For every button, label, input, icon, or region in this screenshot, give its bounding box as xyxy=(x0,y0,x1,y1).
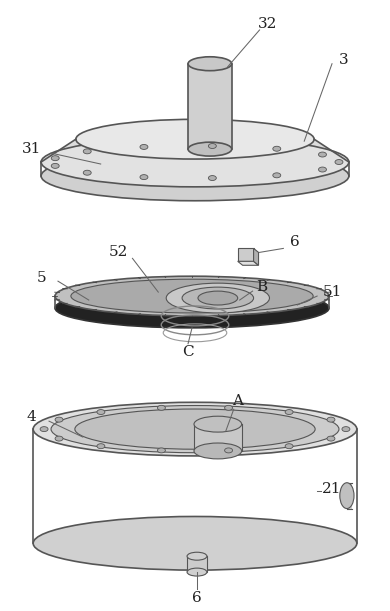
Ellipse shape xyxy=(83,170,91,175)
Polygon shape xyxy=(194,424,242,451)
Ellipse shape xyxy=(285,444,293,448)
Ellipse shape xyxy=(285,409,293,414)
Ellipse shape xyxy=(75,409,315,449)
Ellipse shape xyxy=(71,279,313,313)
Text: 21: 21 xyxy=(322,481,342,496)
Text: 31: 31 xyxy=(21,142,41,156)
Ellipse shape xyxy=(187,552,207,560)
Ellipse shape xyxy=(194,416,242,432)
Text: 52: 52 xyxy=(109,246,128,260)
Ellipse shape xyxy=(76,119,314,159)
Ellipse shape xyxy=(55,436,63,441)
Polygon shape xyxy=(347,483,352,508)
Text: 51: 51 xyxy=(322,285,342,299)
Ellipse shape xyxy=(188,142,232,156)
Polygon shape xyxy=(238,262,259,265)
Text: 6: 6 xyxy=(291,235,300,249)
Ellipse shape xyxy=(194,443,242,459)
Ellipse shape xyxy=(55,288,329,328)
Ellipse shape xyxy=(97,409,105,414)
Text: 6: 6 xyxy=(192,591,202,605)
Ellipse shape xyxy=(208,175,216,180)
Ellipse shape xyxy=(140,175,148,180)
Text: 4: 4 xyxy=(26,410,36,424)
Ellipse shape xyxy=(158,405,165,411)
Ellipse shape xyxy=(55,417,63,422)
Text: C: C xyxy=(182,345,194,359)
Ellipse shape xyxy=(40,426,48,431)
Ellipse shape xyxy=(327,417,335,422)
Ellipse shape xyxy=(51,163,59,169)
Ellipse shape xyxy=(187,568,207,576)
Text: A: A xyxy=(232,394,243,408)
Ellipse shape xyxy=(198,291,238,305)
Polygon shape xyxy=(41,139,349,162)
Ellipse shape xyxy=(83,149,91,154)
Text: 32: 32 xyxy=(258,17,277,31)
Ellipse shape xyxy=(319,167,326,172)
Text: B: B xyxy=(256,280,267,294)
Ellipse shape xyxy=(273,146,281,152)
Text: 3: 3 xyxy=(339,53,349,67)
Ellipse shape xyxy=(208,144,216,148)
Ellipse shape xyxy=(327,436,335,441)
Ellipse shape xyxy=(41,151,349,201)
Ellipse shape xyxy=(342,426,350,431)
Ellipse shape xyxy=(140,144,148,150)
Ellipse shape xyxy=(225,448,232,453)
Ellipse shape xyxy=(319,152,326,157)
Ellipse shape xyxy=(182,287,254,309)
Ellipse shape xyxy=(97,444,105,448)
Ellipse shape xyxy=(273,173,281,178)
Polygon shape xyxy=(238,249,254,262)
Text: 5: 5 xyxy=(36,271,46,285)
Ellipse shape xyxy=(55,276,329,316)
Ellipse shape xyxy=(33,516,357,570)
Ellipse shape xyxy=(335,159,343,164)
Ellipse shape xyxy=(340,483,354,508)
Ellipse shape xyxy=(188,57,232,71)
Polygon shape xyxy=(187,556,207,572)
Ellipse shape xyxy=(51,156,59,161)
Ellipse shape xyxy=(225,405,232,411)
Polygon shape xyxy=(188,64,232,149)
Polygon shape xyxy=(254,249,259,265)
Ellipse shape xyxy=(33,402,357,456)
Ellipse shape xyxy=(166,283,269,313)
Ellipse shape xyxy=(41,137,349,187)
Ellipse shape xyxy=(51,406,339,453)
Ellipse shape xyxy=(158,448,165,453)
